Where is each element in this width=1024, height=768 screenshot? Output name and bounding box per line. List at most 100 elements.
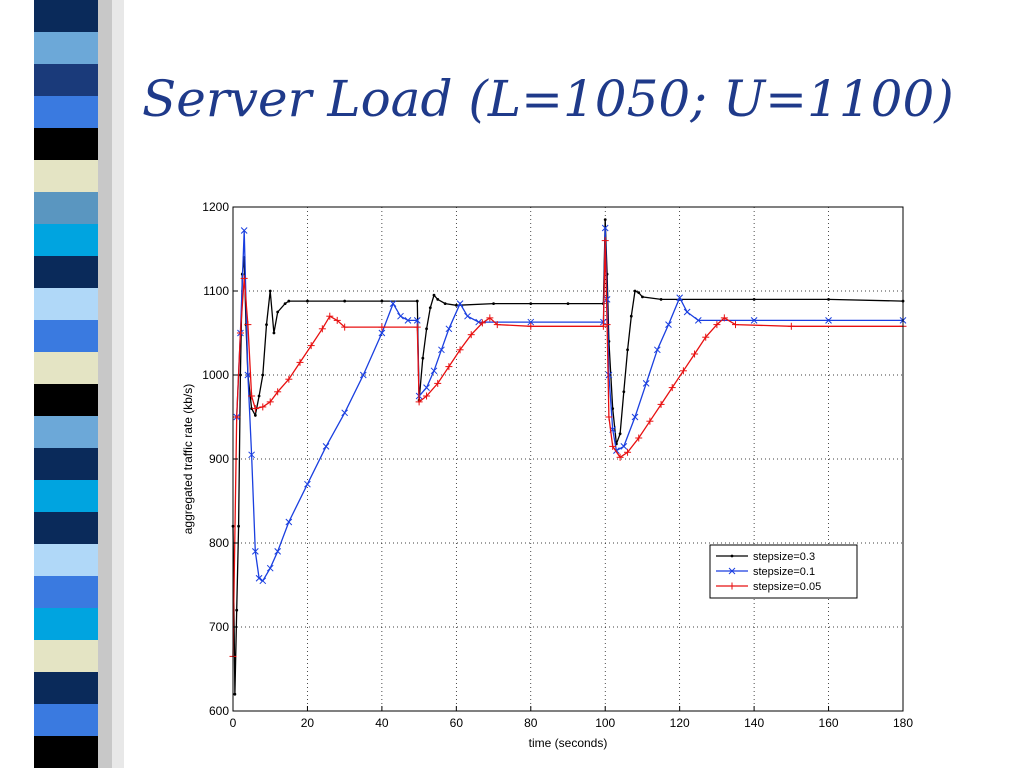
x-axis-label: time (seconds) — [529, 736, 608, 750]
data-point — [527, 318, 535, 326]
data-point — [599, 322, 607, 330]
data-point — [635, 434, 643, 442]
y-tick-label: 800 — [209, 536, 229, 550]
data-point — [274, 548, 282, 555]
data-point — [266, 564, 274, 572]
data-point — [732, 321, 739, 329]
data-point — [665, 321, 672, 328]
data-point — [248, 451, 255, 459]
data-point — [259, 403, 267, 411]
series-stepsize-0-05 — [229, 237, 907, 660]
data-point — [728, 582, 736, 590]
stripe-block — [34, 608, 98, 641]
data-point — [616, 453, 624, 461]
data-point — [456, 300, 464, 307]
data-point — [326, 312, 334, 320]
series-line — [232, 240, 903, 657]
data-point — [233, 413, 241, 421]
data-point — [285, 518, 293, 526]
data-point — [730, 554, 734, 558]
x-tick-label: 0 — [230, 716, 237, 730]
data-point — [486, 314, 494, 322]
stripe-block — [34, 352, 98, 385]
data-point — [261, 373, 265, 377]
y-tick-label: 1000 — [202, 368, 229, 382]
stripe-block — [34, 544, 98, 577]
data-point — [274, 388, 282, 396]
data-point — [285, 375, 293, 383]
data-point — [633, 289, 637, 293]
series-group — [229, 218, 907, 696]
data-point — [601, 224, 609, 232]
data-point — [257, 394, 261, 398]
data-point — [306, 299, 309, 303]
data-point — [233, 692, 237, 696]
stripe-block — [34, 0, 98, 33]
data-point — [236, 329, 244, 337]
data-point — [694, 317, 702, 324]
data-point — [266, 398, 274, 406]
y-tick-label: 900 — [209, 452, 229, 466]
stripe-block — [34, 320, 98, 353]
data-point — [456, 346, 464, 354]
x-tick-label: 160 — [819, 716, 839, 730]
data-point — [240, 274, 248, 282]
data-point — [287, 299, 291, 303]
data-point — [611, 407, 615, 410]
data-point — [605, 371, 613, 379]
stripe-block — [34, 128, 98, 161]
data-point — [752, 298, 756, 301]
stripe-shadow — [112, 0, 124, 768]
series-line — [232, 219, 904, 695]
stripe-block — [34, 512, 98, 545]
x-tick-label: 20 — [301, 716, 315, 730]
data-point — [679, 367, 687, 375]
data-point — [283, 302, 287, 305]
data-point — [657, 400, 665, 408]
stripe-block — [34, 672, 98, 705]
data-point — [304, 480, 311, 488]
x-tick-label: 80 — [524, 716, 538, 730]
data-point — [445, 325, 453, 333]
stripe-block — [34, 256, 98, 289]
data-point — [318, 325, 326, 333]
stripe-block — [34, 576, 98, 609]
legend-label: stepsize=0.1 — [753, 566, 815, 578]
data-point — [609, 442, 617, 450]
data-point — [624, 448, 632, 456]
x-tick-label: 180 — [893, 716, 913, 730]
data-point — [265, 323, 268, 326]
data-point — [389, 300, 397, 307]
data-point — [438, 346, 445, 354]
data-point — [434, 379, 442, 387]
data-point — [676, 294, 684, 302]
x-tick-label: 140 — [744, 716, 764, 730]
data-point — [251, 548, 259, 555]
stripe-block — [34, 640, 98, 673]
data-point — [253, 413, 257, 417]
stripe-shadow — [98, 0, 112, 768]
data-point — [378, 323, 386, 331]
stripe-block — [34, 704, 98, 737]
data-point — [728, 567, 736, 575]
data-point — [250, 407, 254, 410]
data-point — [421, 356, 425, 360]
legend: stepsize=0.3 stepsize=0.1 stepsize=0.05 — [709, 544, 858, 599]
data-point — [668, 384, 676, 392]
data-point — [641, 295, 644, 299]
stripe-block — [34, 192, 98, 225]
data-point — [423, 384, 430, 391]
data-point — [341, 323, 349, 331]
data-point — [605, 413, 613, 421]
data-point — [341, 409, 349, 417]
data-point — [333, 316, 341, 324]
data-point — [413, 323, 421, 331]
series-stepsize-0-1 — [233, 224, 907, 585]
axis-ticks: 0 20 40 60 80 100 120 140 160 180 600 700 800 900 1000… — [202, 200, 913, 730]
data-point — [827, 298, 830, 301]
data-point — [415, 299, 419, 303]
data-point — [378, 329, 386, 337]
stripe-block — [34, 160, 98, 193]
data-point — [787, 322, 795, 330]
stripe-block — [34, 96, 98, 129]
